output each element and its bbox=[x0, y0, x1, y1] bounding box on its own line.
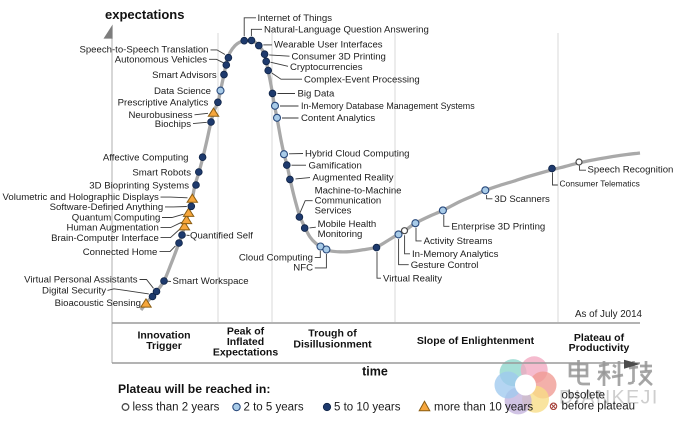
svg-text:Complex-Event Processing: Complex-Event Processing bbox=[304, 74, 420, 85]
svg-text:In-Memory Analytics: In-Memory Analytics bbox=[412, 249, 499, 260]
svg-text:before plateau: before plateau bbox=[562, 401, 636, 413]
svg-text:Slope of Enlightenment: Slope of Enlightenment bbox=[417, 335, 535, 347]
svg-text:2 to 5 years: 2 to 5 years bbox=[244, 402, 304, 414]
svg-text:Cryptocurrencies: Cryptocurrencies bbox=[290, 62, 363, 73]
svg-text:As of July 2014: As of July 2014 bbox=[575, 309, 643, 320]
svg-text:Smart Robots: Smart Robots bbox=[132, 167, 191, 178]
svg-text:3D Bioprinting Systems: 3D Bioprinting Systems bbox=[89, 180, 189, 191]
svg-text:Biochips: Biochips bbox=[155, 119, 191, 130]
svg-text:Software-Defined Anything: Software-Defined Anything bbox=[50, 202, 164, 213]
svg-text:Augmented Reality: Augmented Reality bbox=[313, 173, 394, 184]
svg-text:Mobile Health: Mobile Health bbox=[318, 219, 377, 230]
svg-text:less than 2 years: less than 2 years bbox=[133, 402, 220, 414]
svg-text:Smart Workspace: Smart Workspace bbox=[173, 276, 249, 287]
svg-text:Peak of: Peak of bbox=[227, 325, 265, 337]
svg-text:Disillusionment: Disillusionment bbox=[293, 339, 372, 351]
svg-text:Content Analytics: Content Analytics bbox=[301, 113, 375, 124]
svg-text:more than 10 years: more than 10 years bbox=[434, 402, 533, 414]
svg-text:Machine-to-Machine: Machine-to-Machine bbox=[315, 185, 402, 196]
svg-text:Expectations: Expectations bbox=[213, 347, 279, 359]
svg-text:In-Memory Database Management: In-Memory Database Management Systems bbox=[301, 101, 475, 111]
svg-text:Trough of: Trough of bbox=[308, 327, 357, 339]
svg-text:Prescriptive Analytics: Prescriptive Analytics bbox=[118, 98, 209, 109]
svg-text:Smart Advisors: Smart Advisors bbox=[152, 70, 217, 81]
svg-text:Services: Services bbox=[315, 205, 352, 216]
svg-text:Plateau of: Plateau of bbox=[574, 332, 625, 344]
svg-text:Quantum Computing: Quantum Computing bbox=[72, 213, 161, 224]
svg-text:Innovation: Innovation bbox=[137, 329, 190, 341]
svg-text:Volumetric and Holographic Dis: Volumetric and Holographic Displays bbox=[3, 192, 159, 203]
svg-text:Gesture Control: Gesture Control bbox=[411, 260, 479, 271]
svg-text:Enterprise 3D Printing: Enterprise 3D Printing bbox=[451, 222, 545, 233]
svg-text:Natural-Language Question Answ: Natural-Language Question Answering bbox=[264, 25, 429, 36]
svg-text:Inflated: Inflated bbox=[227, 336, 264, 348]
svg-text:Cloud Computing: Cloud Computing bbox=[239, 252, 313, 263]
svg-text:expectations: expectations bbox=[105, 7, 184, 22]
svg-text:Activity Streams: Activity Streams bbox=[424, 236, 493, 247]
svg-text:Bioacoustic Sensing: Bioacoustic Sensing bbox=[55, 298, 141, 309]
svg-text:Consumer Telematics: Consumer Telematics bbox=[560, 179, 640, 189]
svg-text:DIANKEJI: DIANKEJI bbox=[559, 387, 659, 409]
svg-text:obsolete: obsolete bbox=[562, 389, 605, 401]
svg-text:Affective Computing: Affective Computing bbox=[103, 153, 189, 164]
svg-text:Data Science: Data Science bbox=[154, 86, 211, 97]
svg-text:Internet of Things: Internet of Things bbox=[258, 13, 333, 24]
svg-text:Hybrid Cloud Computing: Hybrid Cloud Computing bbox=[305, 149, 410, 160]
svg-text:Quantified Self: Quantified Self bbox=[190, 231, 253, 242]
svg-text:Virtual Personal Assistants: Virtual Personal Assistants bbox=[24, 274, 138, 285]
svg-text:time: time bbox=[362, 365, 388, 379]
svg-text:Brain-Computer Interface: Brain-Computer Interface bbox=[51, 233, 159, 244]
svg-text:Speech Recognition: Speech Recognition bbox=[588, 164, 674, 175]
svg-text:Connected Home: Connected Home bbox=[83, 247, 158, 258]
svg-text:Gamification: Gamification bbox=[309, 160, 362, 171]
svg-text:Digital Security: Digital Security bbox=[42, 286, 106, 297]
svg-text:Human Augmentation: Human Augmentation bbox=[67, 223, 159, 234]
svg-text:Speech-to-Speech Translation: Speech-to-Speech Translation bbox=[79, 44, 208, 55]
svg-text:Neurobusiness: Neurobusiness bbox=[129, 110, 193, 121]
svg-text:Big Data: Big Data bbox=[298, 89, 335, 100]
svg-text:Virtual Reality: Virtual Reality bbox=[383, 273, 442, 284]
svg-text:Autonomous Vehicles: Autonomous Vehicles bbox=[115, 54, 207, 65]
svg-text:Trigger: Trigger bbox=[146, 340, 182, 352]
svg-text:Productivity: Productivity bbox=[569, 342, 630, 354]
svg-text:Consumer 3D Printing: Consumer 3D Printing bbox=[292, 52, 386, 63]
svg-text:Communication: Communication bbox=[315, 195, 382, 206]
svg-text:NFC: NFC bbox=[293, 263, 313, 274]
svg-text:Monitoring: Monitoring bbox=[318, 229, 363, 240]
svg-text:3D Scanners: 3D Scanners bbox=[494, 194, 550, 205]
svg-text:5 to 10 years: 5 to 10 years bbox=[334, 402, 401, 414]
svg-text:Wearable User Interfaces: Wearable User Interfaces bbox=[274, 40, 383, 51]
svg-text:Plateau will be reached in:: Plateau will be reached in: bbox=[118, 382, 270, 396]
